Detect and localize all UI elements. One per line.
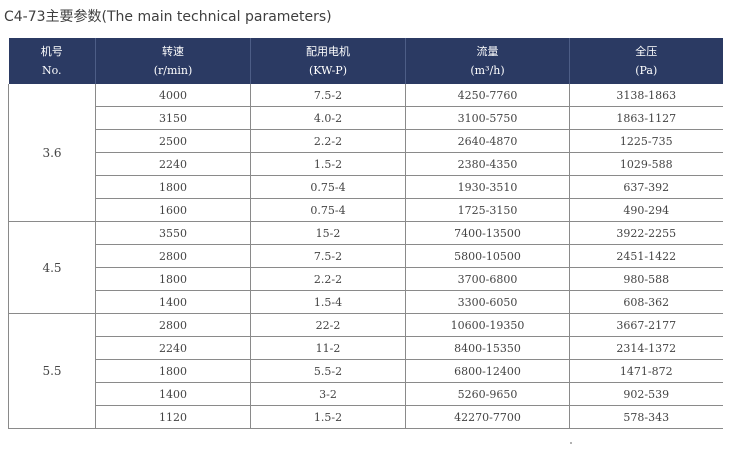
speed-cell: 1400 xyxy=(95,290,251,314)
model-number-cell: 3.6 xyxy=(8,84,96,222)
table-row: 4.5 3550 15-2 7400-13500 3922-2255 xyxy=(8,221,723,314)
scan-speck xyxy=(570,442,572,444)
flow-cell: 1725-3150 xyxy=(405,198,570,222)
flow-cell: 8400-15350 xyxy=(405,336,570,360)
flow-cell: 42270-7700 xyxy=(405,405,570,429)
pressure-cell: 3667-2177 xyxy=(569,313,723,337)
pressure-cell: 1029-588 xyxy=(569,152,723,176)
flow-cell: 5260-9650 xyxy=(405,382,570,406)
motor-cell: 1.5-2 xyxy=(250,152,406,176)
motor-cell: 3-2 xyxy=(250,382,406,406)
pressure-cell: 2314-1372 xyxy=(569,336,723,360)
header-model-no: 机号 No. xyxy=(8,38,96,84)
table-row: 1600 0.75-4 1725-3150 490-294 xyxy=(9,198,723,222)
speed-cell: 4000 xyxy=(95,84,251,107)
table-row: 1800 5.5-2 6800-12400 1471-872 xyxy=(9,359,723,383)
motor-cell: 15-2 xyxy=(250,221,406,245)
table-row: 2240 1.5-2 2380-4350 1029-588 xyxy=(9,152,723,176)
pressure-cell: 578-343 xyxy=(569,405,723,429)
pressure-cell: 980-588 xyxy=(569,267,723,291)
motor-cell: 1.5-4 xyxy=(250,290,406,314)
pressure-cell: 3922-2255 xyxy=(569,221,723,245)
motor-cell: 2.2-2 xyxy=(250,267,406,291)
header-motor: 配用电机 (KW-P) xyxy=(250,38,406,84)
motor-cell: 4.0-2 xyxy=(250,106,406,130)
pressure-cell: 490-294 xyxy=(569,198,723,222)
model-number-cell: 4.5 xyxy=(8,221,96,314)
flow-cell: 6800-12400 xyxy=(405,359,570,383)
motor-cell: 0.75-4 xyxy=(250,198,406,222)
flow-cell: 10600-19350 xyxy=(405,313,570,337)
speed-cell: 3550 xyxy=(95,221,251,245)
speed-cell: 2800 xyxy=(95,313,251,337)
motor-cell: 2.2-2 xyxy=(250,129,406,153)
flow-cell: 3100-5750 xyxy=(405,106,570,130)
motor-cell: 5.5-2 xyxy=(250,359,406,383)
header-pressure: 全压 (Pa) xyxy=(569,38,723,84)
table-row: 1800 2.2-2 3700-6800 980-588 xyxy=(9,267,723,291)
table-row: 3150 4.0-2 3100-5750 1863-1127 xyxy=(9,106,723,130)
speed-cell: 2240 xyxy=(95,152,251,176)
parameters-table: 机号 No. 转速 (r/min) 配用电机 (KW-P) 流量 (m³/h) 全压 (P… xyxy=(8,38,723,429)
document-title: C4-73主要参数(The main technical parameters) xyxy=(4,9,332,25)
pressure-cell: 2451-1422 xyxy=(569,244,723,268)
motor-cell: 11-2 xyxy=(250,336,406,360)
motor-cell: 7.5-2 xyxy=(250,244,406,268)
model-number-cell: 5.5 xyxy=(8,313,96,429)
table-row: 2240 11-2 8400-15350 2314-1372 xyxy=(9,336,723,360)
speed-cell: 3150 xyxy=(95,106,251,130)
speed-cell: 2500 xyxy=(95,129,251,153)
speed-cell: 2800 xyxy=(95,244,251,268)
motor-cell: 22-2 xyxy=(250,313,406,337)
table-header: 机号 No. 转速 (r/min) 配用电机 (KW-P) 流量 (m³/h) 全压 (P… xyxy=(8,38,723,84)
flow-cell: 2380-4350 xyxy=(405,152,570,176)
speed-cell: 1800 xyxy=(95,359,251,383)
table-body: 3.6 4000 7.5-2 4250-7760 3138-1863 3150 4.0-2 3… xyxy=(8,84,723,429)
flow-cell: 5800-10500 xyxy=(405,244,570,268)
flow-cell: 3300-6050 xyxy=(405,290,570,314)
table-row: 2500 2.2-2 2640-4870 1225-735 xyxy=(9,129,723,153)
pressure-cell: 902-539 xyxy=(569,382,723,406)
table-row: 3.6 4000 7.5-2 4250-7760 3138-1863 xyxy=(8,84,723,222)
pressure-cell: 1225-735 xyxy=(569,129,723,153)
pressure-cell: 637-392 xyxy=(569,175,723,199)
motor-cell: 7.5-2 xyxy=(250,84,406,107)
flow-cell: 4250-7760 xyxy=(405,84,570,107)
flow-cell: 2640-4870 xyxy=(405,129,570,153)
speed-cell: 1800 xyxy=(95,175,251,199)
flow-cell: 7400-13500 xyxy=(405,221,570,245)
flow-cell: 3700-6800 xyxy=(405,267,570,291)
header-flow: 流量 (m³/h) xyxy=(405,38,570,84)
pressure-cell: 3138-1863 xyxy=(569,84,723,107)
table-row: 2800 7.5-2 5800-10500 2451-1422 xyxy=(9,244,723,268)
flow-cell: 1930-3510 xyxy=(405,175,570,199)
speed-cell: 1400 xyxy=(95,382,251,406)
motor-cell: 0.75-4 xyxy=(250,175,406,199)
table-row: 5.5 2800 22-2 10600-19350 3667-2177 xyxy=(8,313,723,429)
table-row: 1800 0.75-4 1930-3510 637-392 xyxy=(9,175,723,199)
pressure-cell: 608-362 xyxy=(569,290,723,314)
table-row: 1120 1.5-2 42270-7700 578-343 xyxy=(9,405,723,429)
table-row: 1400 1.5-4 3300-6050 608-362 xyxy=(9,290,723,314)
speed-cell: 1120 xyxy=(95,405,251,429)
motor-cell: 1.5-2 xyxy=(250,405,406,429)
speed-cell: 1800 xyxy=(95,267,251,291)
header-speed: 转速 (r/min) xyxy=(95,38,251,84)
pressure-cell: 1863-1127 xyxy=(569,106,723,130)
speed-cell: 2240 xyxy=(95,336,251,360)
pressure-cell: 1471-872 xyxy=(569,359,723,383)
speed-cell: 1600 xyxy=(95,198,251,222)
table-row: 1400 3-2 5260-9650 902-539 xyxy=(9,382,723,406)
